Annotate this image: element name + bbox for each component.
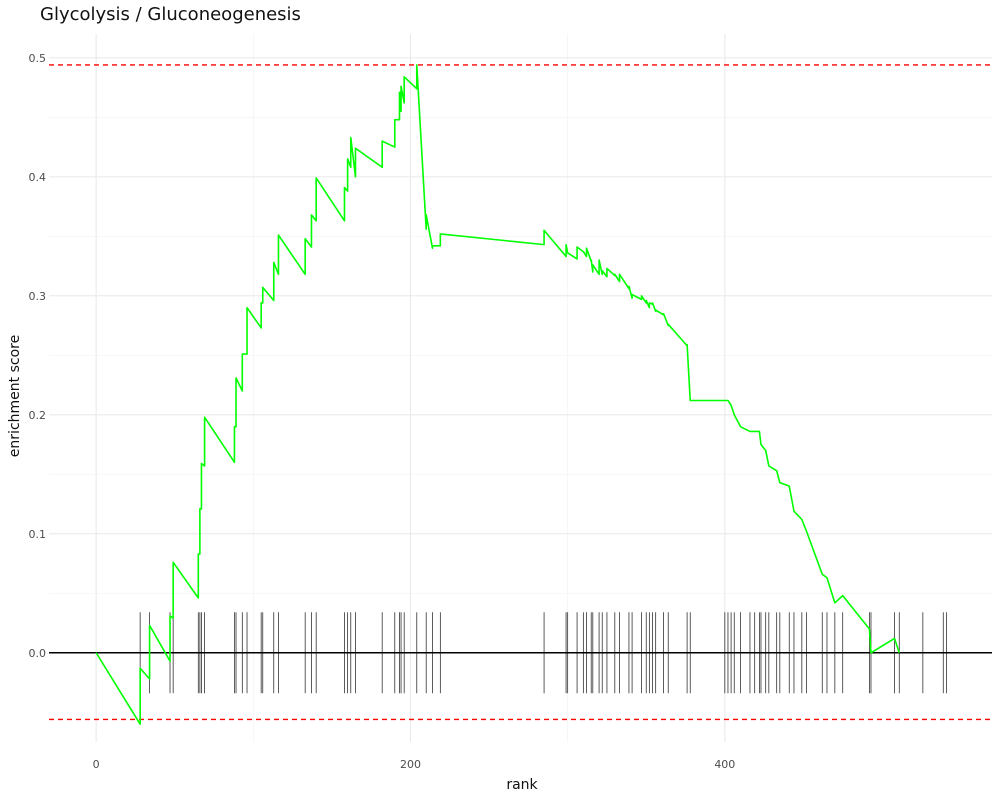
y-tick-label: 0.0 — [29, 647, 47, 660]
y-tick-label: 0.3 — [29, 290, 47, 303]
y-tick-label: 0.5 — [29, 52, 47, 65]
running-score-line — [95, 64, 901, 725]
x-tick-label: 0 — [93, 758, 100, 771]
axis-ticks: 0 200 400 0.0 0.1 0.2 0.3 0.4 0.5 — [29, 52, 736, 771]
reference-lines — [49, 64, 992, 721]
grid-lines — [49, 34, 992, 742]
x-tick-label: 200 — [400, 758, 421, 771]
x-tick-label: 400 — [714, 758, 735, 771]
y-axis-label: enrichment score — [7, 335, 23, 457]
y-tick-label: 0.2 — [29, 409, 47, 422]
y-tick-label: 0.1 — [29, 528, 47, 541]
x-axis-label: rank — [506, 777, 538, 793]
y-tick-label: 0.4 — [29, 171, 47, 184]
series-layer — [95, 64, 901, 725]
chart-title: Glycolysis / Gluconeogenesis — [40, 4, 301, 25]
